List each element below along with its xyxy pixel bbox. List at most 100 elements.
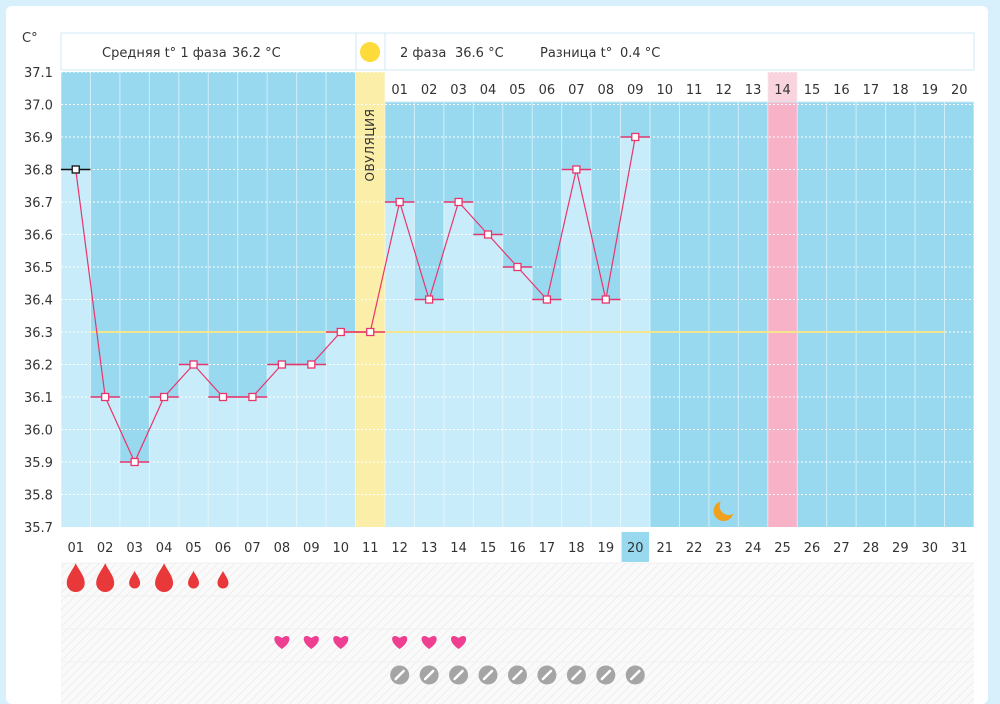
x-tick-label: 24 <box>745 541 762 556</box>
temp-point <box>218 392 228 402</box>
y-tick-label: 35.9 <box>24 456 53 471</box>
pill-icon-line <box>453 669 464 681</box>
x-tick-label: 13 <box>421 541 438 556</box>
y-tick-label: 36.9 <box>24 131 53 146</box>
pill-icon-line <box>630 669 641 681</box>
heart-icon <box>333 636 349 649</box>
phase2-day-label: 01 <box>391 83 408 98</box>
pill-icon-line <box>482 669 494 681</box>
temp-point <box>513 262 522 272</box>
x-tick-label: 27 <box>833 541 850 556</box>
heart-icon <box>421 636 437 649</box>
pill-icon-line <box>423 669 435 681</box>
diff-value: 0.4 °C <box>620 46 660 61</box>
y-axis-unit: C° <box>22 31 38 46</box>
phase2-day-label: 11 <box>686 83 703 98</box>
temp-point <box>336 327 345 337</box>
x-tick-label: 09 <box>303 541 320 556</box>
heart-icon <box>274 636 290 649</box>
sun-icon <box>360 42 380 62</box>
symbol-rows <box>61 562 974 704</box>
x-tick-label: 02 <box>97 541 114 556</box>
phase2-day-label: 14 <box>774 83 791 98</box>
x-tick-label: 20 <box>627 541 644 556</box>
phase2-day-label: 07 <box>568 83 585 98</box>
x-tick-label: 14 <box>450 541 467 556</box>
phase2-day-label: 16 <box>833 83 850 98</box>
y-tick-label: 36.6 <box>24 229 53 244</box>
temp-bar <box>267 364 297 527</box>
diff-label: Разница t° <box>540 46 612 61</box>
phase2-day-label: 19 <box>922 83 939 98</box>
temp-bar <box>61 169 91 527</box>
blood-drop-icon <box>188 570 200 589</box>
temp-point <box>101 392 110 402</box>
x-tick-label: 12 <box>391 541 408 556</box>
temp-point <box>189 360 198 369</box>
temp-point <box>71 165 80 174</box>
y-tick-label: 36.7 <box>24 196 53 211</box>
x-tick-label: 07 <box>244 541 261 556</box>
x-tick-label: 26 <box>804 541 821 556</box>
x-axis-day-labels: 01 02 03 04 05 06 07 08 09 10 11 12 13 14 15 16 17 18 19 20… <box>67 532 967 562</box>
x-tick-label: 08 <box>274 541 291 556</box>
x-tick-label: 22 <box>686 541 703 556</box>
x-tick-label: 04 <box>156 541 173 556</box>
phase2-day-label: 09 <box>627 83 644 98</box>
temp-bar <box>591 299 621 527</box>
x-tick-label: 15 <box>480 541 497 556</box>
x-tick-label: 11 <box>362 541 379 556</box>
x-tick-label: 10 <box>333 541 350 556</box>
temp-bar <box>178 364 209 527</box>
x-tick-label: 28 <box>863 541 880 556</box>
header-strip <box>60 32 975 71</box>
pill-icon-line <box>541 669 553 681</box>
y-tick-label: 37.0 <box>24 99 53 114</box>
heart-icon <box>303 636 319 649</box>
temp-point <box>248 392 257 402</box>
y-axis-ticks: 37.1 37.0 36.9 36.8 36.7 36.6 36.5 36.4 36.3 36.2… <box>24 66 53 536</box>
x-tick-label: 25 <box>774 541 791 556</box>
highlight-label-cell <box>767 72 798 102</box>
phase2-day-label: 06 <box>539 83 556 98</box>
y-tick-label: 36.4 <box>24 294 53 309</box>
temp-bar <box>532 299 562 527</box>
phase2-day-label: 18 <box>892 83 909 98</box>
heart-icon <box>392 636 408 649</box>
pill-icon-line <box>600 669 612 681</box>
phase2-value: 36.6 °C <box>455 46 504 61</box>
pill-icon-line <box>571 669 582 681</box>
phase2-day-label: 17 <box>863 83 880 98</box>
temp-point <box>572 165 581 174</box>
temp-bar <box>561 169 592 527</box>
blood-drop-icon <box>217 570 229 589</box>
temp-point <box>542 295 552 304</box>
temp-point <box>307 360 316 369</box>
phase2-day-label: 13 <box>745 83 762 98</box>
temperature-markers <box>61 132 738 521</box>
y-tick-label: 36.0 <box>24 424 53 439</box>
blood-drop-icon <box>129 570 141 589</box>
x-tick-label: 01 <box>67 541 84 556</box>
x-tick-label: 17 <box>539 541 556 556</box>
moon-icon-shade <box>719 497 738 515</box>
temp-bar <box>414 299 444 527</box>
temp-point <box>130 457 139 467</box>
temp-point <box>424 295 434 304</box>
phase2-day-label: 12 <box>715 83 732 98</box>
x-tick-label: 23 <box>715 541 732 556</box>
phase2-day-label: 02 <box>421 83 438 98</box>
temp-point <box>159 392 169 402</box>
y-tick-label: 37.1 <box>24 66 53 81</box>
x-tick-label: 29 <box>892 541 909 556</box>
blood-drop-icon <box>155 563 174 592</box>
temp-bar <box>473 234 503 527</box>
phase2-day-label: 20 <box>951 83 968 98</box>
y-tick-label: 36.1 <box>24 391 53 406</box>
x-tick-label: 03 <box>126 541 143 556</box>
phase2-day-labels: 01 02 03 04 05 06 07 08 09 10 11 12 13 14 15 16 17 18 19 20 <box>391 83 967 98</box>
phase2-day-label: 15 <box>804 83 821 98</box>
blood-drop-icon <box>66 563 85 592</box>
pill-icon-line <box>394 669 405 681</box>
